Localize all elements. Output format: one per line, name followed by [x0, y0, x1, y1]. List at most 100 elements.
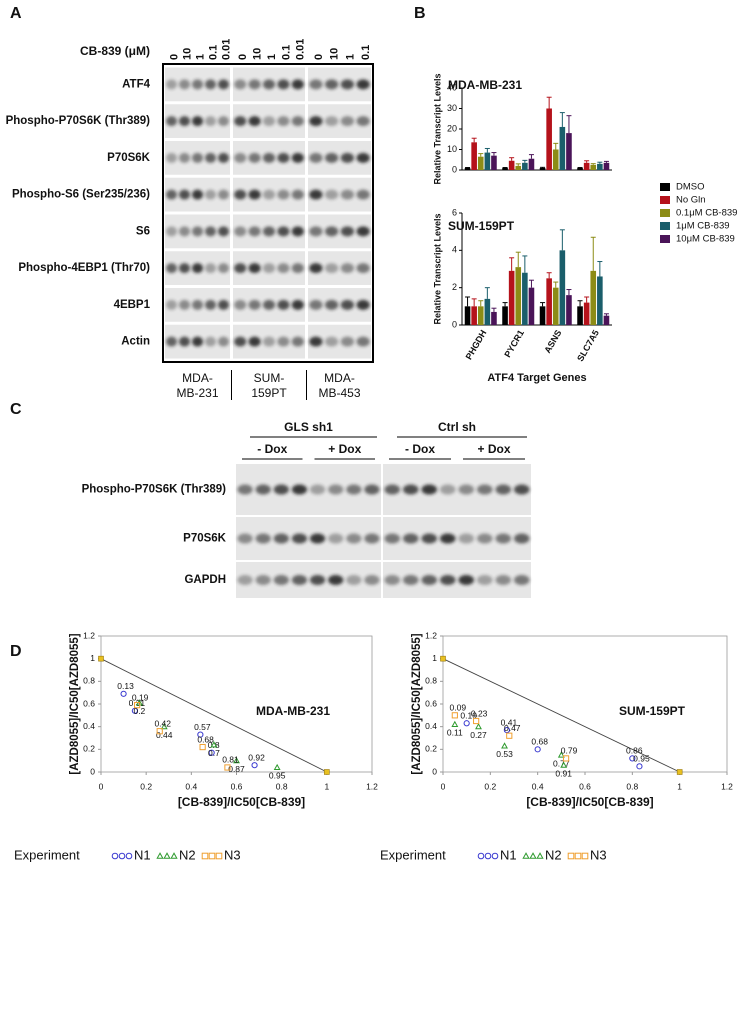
concentration-label: 0: [313, 54, 325, 60]
blot-band: [179, 116, 190, 127]
blot-band: [237, 484, 253, 495]
blot-band: [205, 116, 216, 127]
blot-band: [325, 263, 339, 274]
bar: [508, 160, 515, 170]
blot-band: [234, 336, 247, 347]
y-tick-label: 0: [452, 164, 457, 174]
blot-band: [205, 263, 216, 274]
legend-label: N1: [134, 847, 151, 862]
y-tick-label: 1: [432, 653, 437, 663]
blot-band: [179, 299, 190, 310]
blot-band: [166, 79, 177, 90]
panel-label: D: [10, 643, 22, 660]
legend-label: N2: [545, 847, 562, 862]
blot-band: [328, 533, 344, 544]
bar: [471, 142, 477, 170]
bar: [484, 298, 491, 325]
blot-band: [340, 299, 354, 310]
y-tick-label: 20: [447, 123, 457, 133]
point: [562, 755, 570, 762]
legend-marker: [125, 852, 133, 860]
bar: [464, 167, 471, 170]
point: [199, 743, 206, 751]
point-label: 0.31: [129, 698, 146, 708]
point: [557, 751, 565, 758]
blot-band: [192, 226, 203, 237]
blot-band: [439, 575, 456, 585]
bar: [546, 278, 552, 325]
blot-band: [384, 575, 401, 585]
additivity-line: [100, 658, 328, 773]
blot-band: [166, 299, 177, 310]
protein-label: 4EBP1: [114, 299, 151, 311]
blot-band: [309, 116, 323, 127]
endpoint-marker: [324, 769, 330, 775]
x-tick-label: 1.2: [721, 781, 733, 791]
blot-band: [476, 575, 493, 585]
blot-band: [234, 79, 247, 90]
y-tick-label: 0: [90, 766, 95, 776]
blot-band: [340, 79, 354, 90]
legend-marker: [574, 852, 582, 860]
bar: [508, 270, 515, 325]
blot-band: [248, 336, 261, 347]
x-axis-label: [CB-839]/IC50[CB-839]: [178, 795, 305, 809]
bar: [522, 272, 528, 325]
concentration-label: 0.1: [360, 45, 372, 60]
blot-band: [325, 116, 339, 127]
y-tick-label: 1.2: [425, 630, 437, 640]
bar: [477, 306, 484, 325]
blot-band: [192, 336, 203, 347]
x-tick-label: ASNS: [542, 328, 563, 355]
concentration-label: 10: [181, 48, 193, 60]
bar: [477, 156, 484, 170]
blot-band: [273, 575, 289, 585]
blot-band: [291, 189, 304, 200]
protein-label: P70S6K: [183, 533, 227, 545]
blot-band: [356, 226, 370, 237]
legend-marker: [170, 852, 178, 859]
point-label: 0.41: [501, 717, 518, 727]
blot-band: [309, 226, 323, 237]
blot-band: [402, 575, 419, 585]
bar: [566, 133, 572, 170]
y-axis-label: Relative Transcript Levels: [432, 213, 442, 324]
y-tick-label: 0.8: [83, 676, 95, 686]
blot-band: [262, 152, 276, 163]
point: [636, 763, 643, 770]
blot-band: [277, 263, 290, 274]
blot-band: [234, 299, 247, 310]
blot-band: [262, 299, 276, 310]
point-label: 0.13: [117, 681, 134, 691]
bar: [491, 311, 497, 325]
blot-band: [309, 189, 323, 200]
y-tick-label: 0.4: [425, 721, 437, 731]
blot-band: [218, 189, 229, 200]
point: [210, 741, 218, 748]
x-tick-label: 0: [99, 781, 104, 791]
blot-band: [218, 263, 229, 274]
blot-band: [421, 484, 438, 495]
blot-band: [291, 263, 304, 274]
point: [197, 731, 204, 738]
y-tick-label: 10: [447, 144, 457, 154]
blot-band: [402, 484, 419, 495]
bar: [491, 155, 497, 170]
bar: [546, 108, 552, 170]
point-label: 0.42: [154, 718, 171, 728]
legend-swatch: [660, 235, 670, 243]
point: [560, 761, 568, 768]
blot-band: [237, 533, 253, 544]
point-label: 0.7: [208, 748, 220, 758]
legend-label: 0.1μM CB-839: [676, 208, 737, 219]
concentration-label: 1: [344, 54, 356, 60]
blot-band: [192, 299, 203, 310]
cell-line-label: MB-231: [176, 386, 218, 400]
blot-band: [421, 575, 438, 585]
cell-line-label: 159PT: [251, 386, 287, 400]
blot-band: [328, 575, 344, 585]
x-tick-label: 0.4: [185, 781, 197, 791]
legend-label: N3: [224, 847, 241, 862]
chart-title: MDA-MB-231: [256, 704, 330, 718]
point-label: 0.19: [460, 711, 477, 721]
